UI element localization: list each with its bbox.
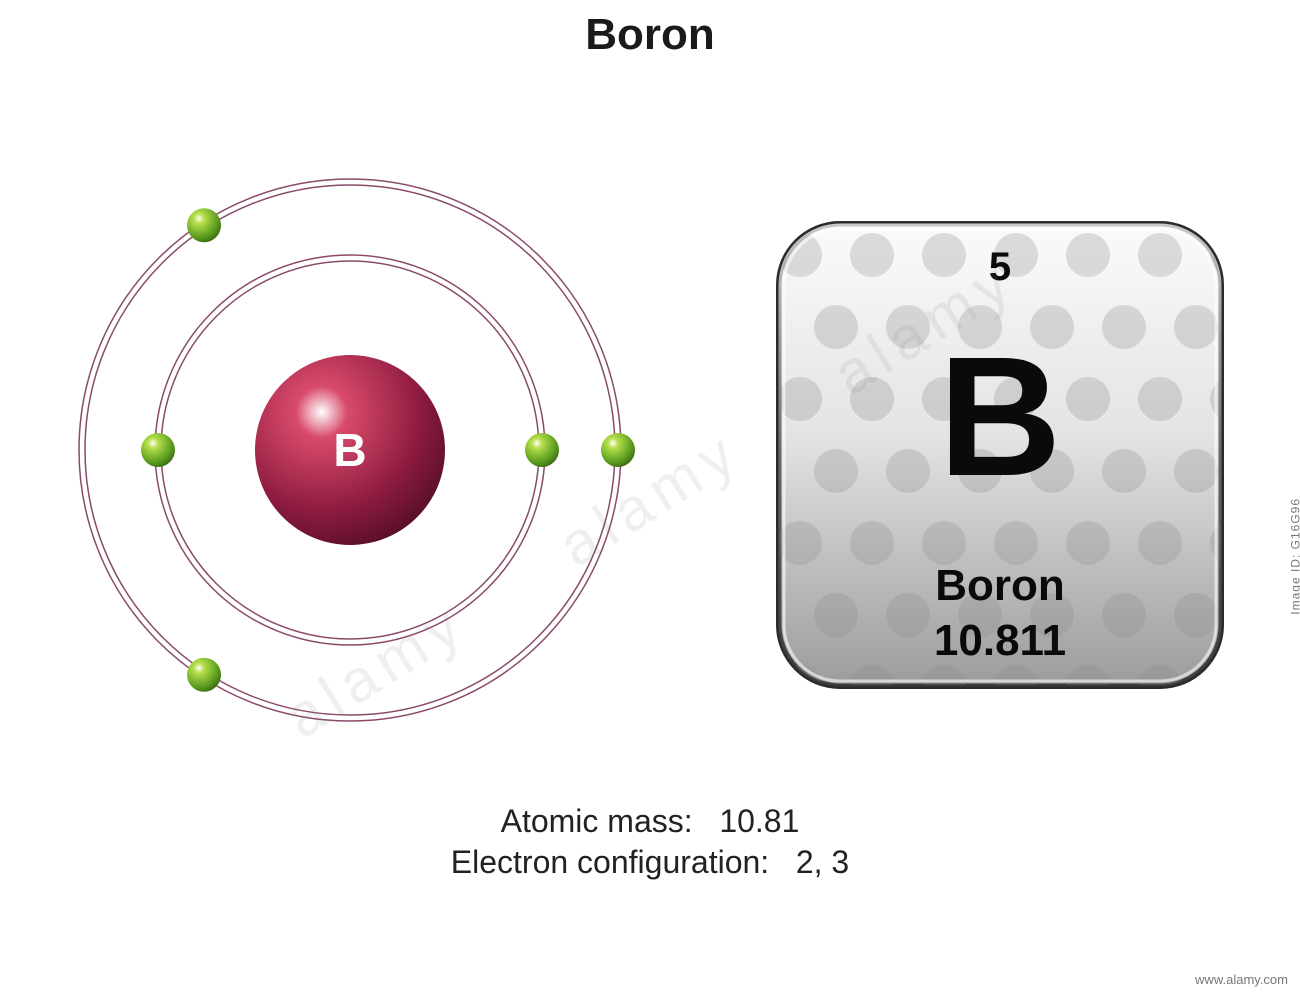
electron-config-value: 2, 3 [796, 844, 849, 880]
element-info: Atomic mass: 10.81 Electron configuratio… [0, 799, 1300, 885]
periodic-element-tile: 5 B Boron 10.811 [760, 205, 1240, 705]
electron [187, 208, 221, 242]
bohr-model-diagram: B [0, 70, 700, 830]
electron [601, 433, 635, 467]
nucleus-label: B [333, 424, 366, 476]
tile-atomic-number: 5 [989, 245, 1011, 289]
atomic-mass-label: Atomic mass: [501, 803, 693, 839]
atomic-mass-row: Atomic mass: 10.81 [0, 803, 1300, 840]
tile-symbol: B [939, 322, 1062, 512]
atomic-mass-value: 10.81 [719, 803, 799, 839]
electron [141, 433, 175, 467]
tile-element-name: Boron [935, 561, 1065, 610]
watermark-url: www.alamy.com [1195, 972, 1288, 987]
page-title: Boron [0, 10, 1300, 60]
electron [525, 433, 559, 467]
electron-config-row: Electron configuration: 2, 3 [0, 844, 1300, 881]
electron [187, 658, 221, 692]
electron-config-label: Electron configuration: [451, 844, 769, 880]
tile-atomic-mass: 10.811 [934, 616, 1066, 665]
watermark-image-id: Image ID: G16G96 [1289, 498, 1300, 615]
